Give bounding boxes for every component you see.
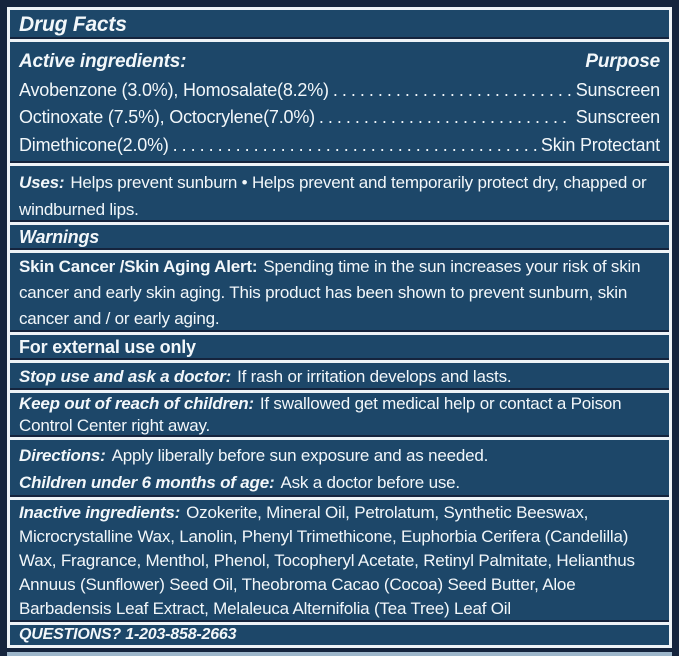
section-divider: [10, 222, 669, 225]
keep-out-of-reach-section: Keep out of reach of children: If swallow…: [10, 393, 669, 437]
stop-use-text: If rash or irritation develops and lasts…: [237, 367, 512, 386]
dot-leader: ........................................…: [172, 135, 537, 156]
directions-section: Directions: Apply liberally before sun ex…: [10, 440, 669, 497]
alert-text: Spending time in the sun increases your …: [19, 257, 641, 328]
keep-out-text: If swallowed get medical help or contact…: [19, 394, 622, 435]
drug-facts-title: Drug Facts: [19, 13, 127, 36]
directions-label: Directions:: [19, 446, 106, 465]
warnings-heading: Warnings: [19, 227, 100, 247]
bottom-edge-strip: [7, 652, 672, 656]
uses-text: Helps prevent sunburn • Helps prevent an…: [19, 173, 647, 219]
section-divider: [10, 39, 669, 42]
ingredient-row: Octinoxate (7.5%), Octocrylene(7.0%) ...…: [19, 107, 660, 128]
section-divider: [10, 497, 669, 500]
uses-section: Uses: Helps prevent sunburn • Helps preve…: [10, 166, 669, 222]
directions-text: Apply liberally before sun exposure and …: [111, 446, 489, 465]
ingredient-purpose: Sunscreen: [575, 79, 660, 100]
inactive-ingredients-label: Inactive ingredients:: [19, 503, 181, 522]
questions-phone-line: QUESTIONS? 1-203-858-2663: [19, 626, 237, 643]
children-label: Children under 6 months of age:: [19, 473, 275, 492]
alert-label: Skin Cancer /Skin Aging Alert:: [19, 257, 258, 276]
ingredient-row: Dimethicone(2.0%) ......................…: [19, 135, 660, 156]
ingredient-name: Avobenzone (3.0%), Homosalate(8.2%): [19, 79, 329, 100]
ingredient-purpose: Sunscreen: [575, 107, 660, 128]
active-ingredients-heading: Active ingredients:: [19, 50, 187, 72]
children-text: Ask a doctor before use.: [280, 473, 460, 492]
active-ingredients-section: Active ingredients: Purpose Avobenzone (…: [10, 42, 669, 163]
ingredient-row: Avobenzone (3.0%), Homosalate(8.2%) ....…: [19, 80, 660, 101]
keep-out-label: Keep out of reach of children:: [19, 394, 254, 413]
label-panel: Drug Facts Active ingredients: Purpose A…: [7, 7, 672, 648]
directions-line: Directions: Apply liberally before sun ex…: [19, 442, 660, 469]
section-divider: [10, 250, 669, 253]
purpose-heading: Purpose: [585, 50, 660, 72]
section-divider: [10, 332, 669, 335]
active-ingredients-header: Active ingredients: Purpose: [19, 51, 660, 73]
ingredient-name: Octinoxate (7.5%), Octocrylene(7.0%): [19, 107, 315, 128]
ingredient-purpose: Skin Protectant: [540, 135, 660, 156]
section-divider: [10, 622, 669, 625]
section-divider: [10, 437, 669, 440]
stop-use-section: Stop use and ask a doctor: If rash or irr…: [10, 363, 669, 390]
uses-label: Uses:: [19, 173, 65, 192]
section-divider: [10, 390, 669, 393]
stop-use-label: Stop use and ask a doctor:: [19, 367, 232, 386]
section-divider: [10, 360, 669, 363]
children-line: Children under 6 months of age: Ask a doc…: [19, 469, 660, 496]
inactive-ingredients-section: Inactive ingredients: Ozokerite, Mineral …: [10, 500, 669, 622]
dot-leader: ........................................…: [318, 107, 572, 128]
inactive-ingredients-text: Ozokerite, Mineral Oil, Petrolatum, Synt…: [19, 503, 635, 618]
section-divider: [10, 163, 669, 166]
ingredient-name: Dimethicone(2.0%): [19, 135, 169, 156]
external-use-statement: For external use only: [19, 337, 196, 357]
dot-leader: ........................................…: [332, 79, 572, 100]
skin-cancer-alert-section: Skin Cancer /Skin Aging Alert: Spending t…: [10, 253, 669, 332]
